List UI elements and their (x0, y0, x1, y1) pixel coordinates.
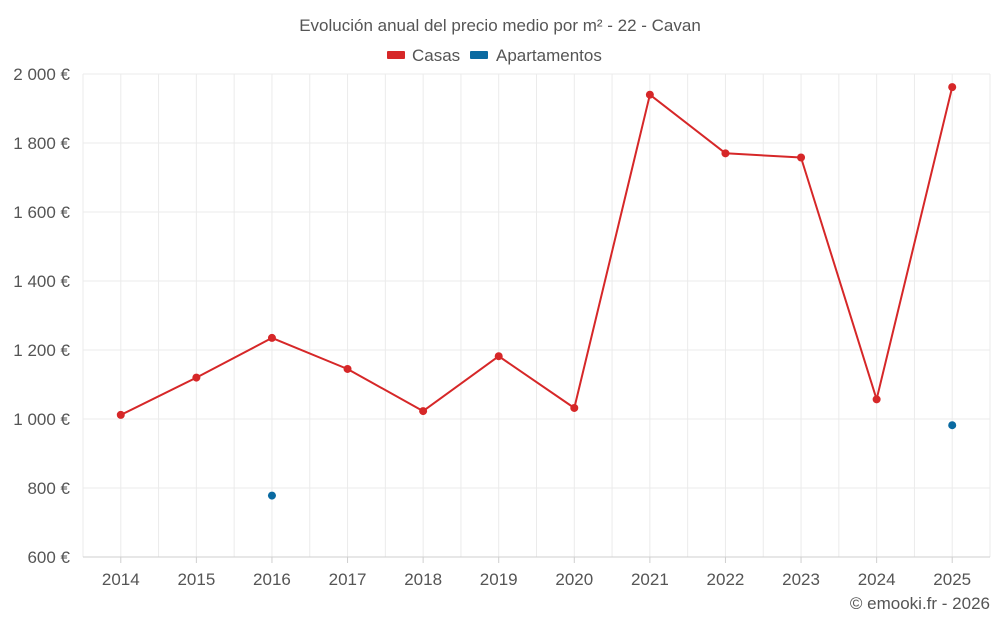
y-tick-label: 1 600 € (13, 203, 70, 222)
x-tick-label: 2016 (253, 570, 291, 589)
y-tick-label: 800 € (27, 479, 70, 498)
x-tick-label: 2019 (480, 570, 518, 589)
data-point-casas[interactable] (116, 410, 125, 419)
data-point-casas[interactable] (872, 395, 881, 404)
x-tick-label: 2018 (404, 570, 442, 589)
series-casas (116, 83, 957, 419)
x-tick-label: 2024 (858, 570, 896, 589)
data-point-apartamentos[interactable] (267, 491, 276, 500)
credit-text: © emooki.fr - 2026 (850, 594, 990, 613)
legend-swatch-apartamentos (470, 51, 488, 59)
x-tick-label: 2014 (102, 570, 140, 589)
legend-item-apartamentos[interactable]: Apartamentos (470, 46, 602, 65)
y-tick-label: 2 000 € (13, 65, 70, 84)
data-point-casas[interactable] (494, 352, 503, 361)
data-point-casas[interactable] (419, 407, 428, 416)
x-tick-label: 2022 (707, 570, 745, 589)
x-tick-label: 2015 (177, 570, 215, 589)
grid-lines (82, 73, 991, 557)
data-point-casas[interactable] (343, 364, 352, 373)
legend-label-casas: Casas (412, 46, 460, 65)
legend: Casas Apartamentos (387, 46, 602, 65)
legend-item-casas[interactable]: Casas (387, 46, 460, 65)
x-tick-label: 2025 (933, 570, 971, 589)
data-point-casas[interactable] (570, 403, 579, 412)
series-line-casas (120, 86, 954, 416)
data-point-casas[interactable] (721, 149, 730, 158)
legend-label-apartamentos: Apartamentos (496, 46, 602, 65)
x-tick-label: 2017 (329, 570, 367, 589)
x-tick-label: 2021 (631, 570, 669, 589)
chart-title: Evolución anual del precio medio por m² … (299, 16, 701, 35)
data-point-apartamentos[interactable] (948, 421, 957, 430)
data-point-casas[interactable] (948, 83, 957, 92)
y-tick-label: 1 400 € (13, 272, 70, 291)
x-tick-label: 2023 (782, 570, 820, 589)
axes: 600 € 800 € 1 000 € 1 200 € 1 400 € 1 600 € 1 … (13, 65, 990, 589)
series-apartamentos (267, 421, 957, 500)
data-point-casas[interactable] (797, 153, 806, 162)
y-tick-label: 600 € (27, 548, 70, 567)
data-point-casas[interactable] (645, 90, 654, 99)
x-tick-label: 2020 (555, 570, 593, 589)
data-point-casas[interactable] (192, 373, 201, 382)
series (116, 83, 957, 500)
y-tick-label: 1 000 € (13, 410, 70, 429)
data-point-casas[interactable] (267, 333, 276, 342)
y-tick-label: 1 800 € (13, 134, 70, 153)
y-tick-label: 1 200 € (13, 341, 70, 360)
legend-swatch-casas (387, 51, 405, 59)
